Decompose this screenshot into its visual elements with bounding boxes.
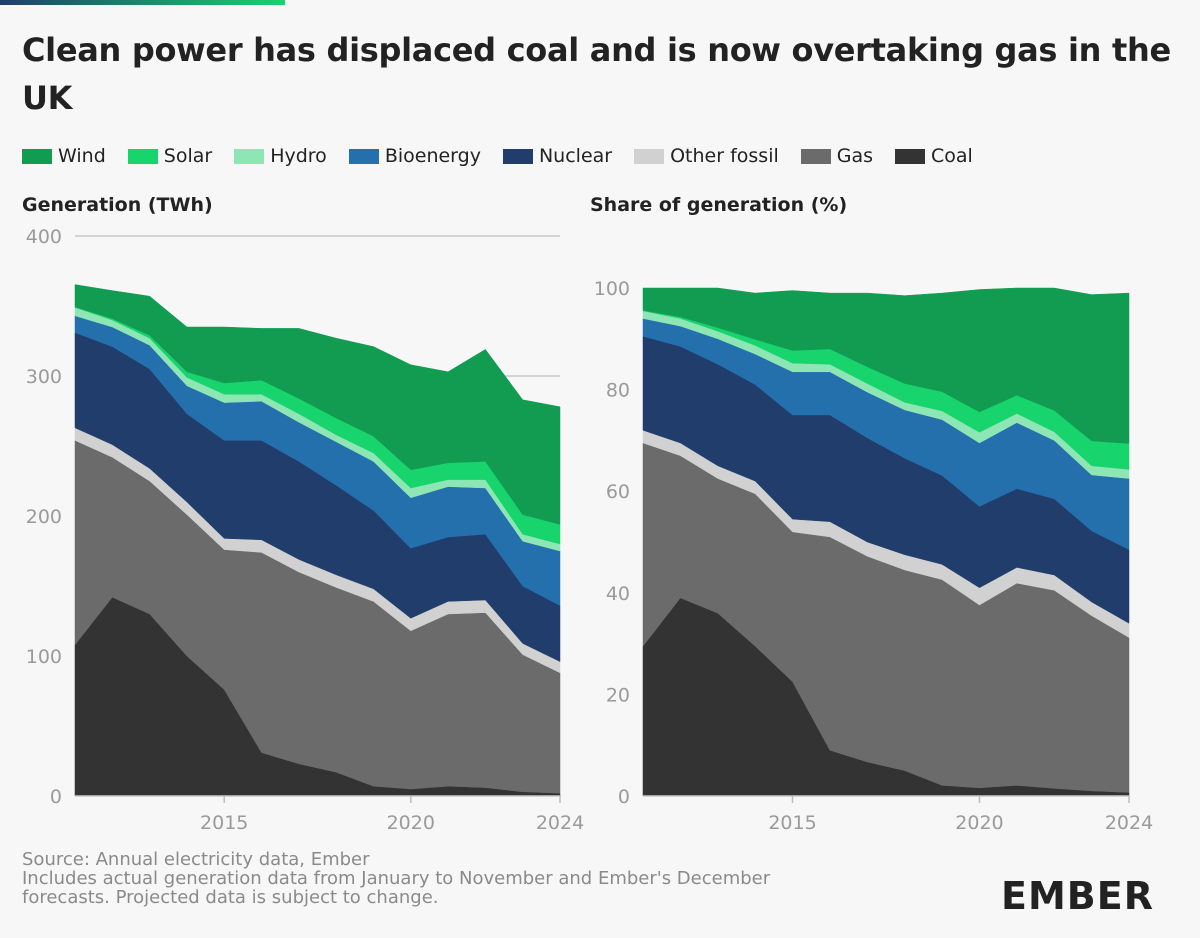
source-note: Source: Annual electricity data, Ember I… [22, 850, 902, 907]
accent-bar [0, 0, 285, 5]
ytick-share-60: 60 [606, 481, 630, 503]
source-line-1: Source: Annual electricity data, Ember [22, 849, 370, 870]
legend-item-nuclear: Nuclear [502, 145, 613, 167]
xtick-share-2024: 2024 [1105, 812, 1153, 834]
legend-label-other-fossil: Other fossil [670, 145, 779, 167]
legend-item-bioenergy: Bioenergy [348, 145, 481, 167]
legend-swatch-coal [895, 148, 926, 164]
ytick-share-0: 0 [618, 786, 630, 808]
legend-label-wind: Wind [58, 145, 106, 167]
ytick-generation-300: 300 [26, 366, 62, 388]
xtick-generation-2024: 2024 [536, 812, 584, 834]
legend-item-wind: Wind [22, 145, 106, 167]
ytick-generation-100: 100 [26, 646, 62, 668]
legend-label-gas: Gas [836, 145, 874, 167]
legend-swatch-solar [127, 148, 158, 164]
xtick-generation-2015: 2015 [200, 812, 248, 834]
ytick-share-40: 40 [606, 583, 630, 605]
legend-item-other-fossil: Other fossil [634, 145, 779, 167]
xtick-share-2015: 2015 [768, 812, 816, 834]
area-generation-wind [74, 284, 561, 525]
legend-label-nuclear: Nuclear [538, 145, 613, 167]
legend-swatch-other-fossil [634, 148, 665, 164]
legend-swatch-bioenergy [348, 148, 379, 164]
chart-title-share: Share of generation (%) [590, 194, 848, 216]
legend-label-solar: Solar [163, 145, 213, 167]
chart-title-generation: Generation (TWh) [22, 194, 213, 216]
ytick-share-80: 80 [606, 380, 630, 402]
legend-label-bioenergy: Bioenergy [384, 145, 481, 167]
legend-label-hydro: Hydro [270, 145, 327, 167]
xtick-share-2020: 2020 [955, 812, 1003, 834]
area-share-wind [642, 287, 1130, 444]
legend-item-solar: Solar [127, 145, 213, 167]
ytick-share-20: 20 [606, 684, 630, 706]
legend-item-hydro: Hydro [234, 145, 327, 167]
chart-share: 0 20 40 60 80 100 2015 2020 2024 [594, 278, 1153, 834]
legend-label-coal: Coal [931, 145, 973, 167]
ember-logo: EMBER [1001, 874, 1154, 918]
source-line-2: Includes actual generation data from Jan… [22, 868, 771, 889]
legend-swatch-nuclear [502, 148, 533, 164]
legend: Wind Solar Hydro Bioenergy Nuclear Other foss… [22, 144, 995, 168]
legend-swatch-wind [22, 148, 52, 164]
ytick-generation-0: 0 [50, 786, 62, 808]
chart-generation: 0 100 200 300 400 2015 2020 2024 [26, 226, 584, 834]
legend-item-coal: Coal [895, 145, 973, 167]
ytick-share-100: 100 [594, 278, 630, 300]
legend-swatch-hydro [234, 148, 265, 164]
ytick-generation-400: 400 [26, 226, 62, 248]
legend-swatch-gas [800, 148, 831, 164]
page-title: Clean power has displaced coal and is no… [22, 31, 1171, 117]
xtick-generation-2020: 2020 [387, 812, 435, 834]
source-line-3: forecasts. Projected data is subject to … [22, 887, 439, 908]
legend-item-gas: Gas [800, 145, 874, 167]
ytick-generation-200: 200 [26, 506, 62, 528]
